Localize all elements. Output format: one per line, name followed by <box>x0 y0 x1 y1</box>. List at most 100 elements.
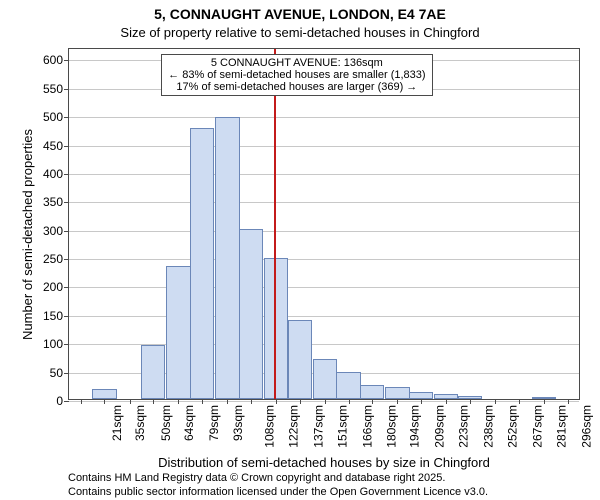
histogram-bar <box>141 345 165 399</box>
y-tick-label: 0 <box>56 394 63 408</box>
x-tick-mark <box>227 399 228 404</box>
gridline <box>69 146 579 147</box>
y-tick-label: 200 <box>43 280 63 294</box>
y-tick-mark <box>64 89 69 90</box>
x-tick-mark <box>421 399 422 404</box>
y-tick-label: 400 <box>43 167 63 181</box>
x-tick-mark <box>544 399 545 404</box>
y-tick-mark <box>64 117 69 118</box>
y-tick-label: 150 <box>43 309 63 323</box>
gridline <box>69 287 579 288</box>
y-tick-mark <box>64 174 69 175</box>
x-tick-label: 21sqm <box>110 405 124 441</box>
x-tick-label: 137sqm <box>312 405 326 448</box>
x-tick-label: 209sqm <box>433 405 447 448</box>
histogram-bar <box>92 389 116 399</box>
histogram-bar <box>166 266 190 399</box>
x-tick-label: 64sqm <box>182 405 196 441</box>
histogram-bar <box>215 117 239 399</box>
y-tick-mark <box>64 344 69 345</box>
histogram-bar <box>336 372 360 399</box>
gridline <box>69 259 579 260</box>
histogram-bar <box>409 392 433 399</box>
x-tick-label: 296sqm <box>580 405 594 448</box>
x-tick-label: 93sqm <box>231 405 245 441</box>
y-tick-mark <box>64 202 69 203</box>
histogram-bar <box>360 385 384 399</box>
page-subtitle: Size of property relative to semi-detach… <box>0 25 600 40</box>
histogram-bar <box>190 128 214 399</box>
x-tick-mark <box>372 399 373 404</box>
y-tick-mark <box>64 373 69 374</box>
x-tick-label: 281sqm <box>554 405 568 448</box>
page-title: 5, CONNAUGHT AVENUE, LONDON, E4 7AE <box>0 6 600 22</box>
x-tick-mark <box>349 399 350 404</box>
y-tick-mark <box>64 60 69 61</box>
footer-line2: Contains public sector information licen… <box>68 486 488 498</box>
x-tick-mark <box>397 399 398 404</box>
y-tick-label: 100 <box>43 337 63 351</box>
x-axis-label: Distribution of semi-detached houses by … <box>68 455 580 470</box>
gridline <box>69 231 579 232</box>
x-tick-mark <box>130 399 131 404</box>
x-tick-label: 194sqm <box>408 405 422 448</box>
histogram-bar <box>385 387 409 399</box>
x-tick-mark <box>104 399 105 404</box>
annotation-line3: 17% of semi-detached houses are larger (… <box>168 81 425 93</box>
x-tick-label: 151sqm <box>335 405 349 448</box>
x-tick-label: 122sqm <box>287 405 301 448</box>
x-tick-mark <box>153 399 154 404</box>
y-tick-mark <box>64 401 69 402</box>
y-tick-label: 550 <box>43 82 63 96</box>
x-tick-label: 50sqm <box>159 405 173 441</box>
x-tick-label: 223sqm <box>457 405 471 448</box>
gridline <box>69 117 579 118</box>
y-tick-label: 300 <box>43 224 63 238</box>
gridline <box>69 316 579 317</box>
histogram-bar <box>239 229 263 399</box>
y-tick-mark <box>64 146 69 147</box>
y-tick-mark <box>64 316 69 317</box>
x-tick-mark <box>81 399 82 404</box>
y-tick-label: 350 <box>43 195 63 209</box>
x-tick-label: 35sqm <box>133 405 147 441</box>
gridline <box>69 401 579 402</box>
histogram-bar <box>313 359 337 399</box>
x-tick-mark <box>446 399 447 404</box>
x-tick-label: 166sqm <box>361 405 375 448</box>
x-tick-label: 180sqm <box>384 405 398 448</box>
histogram-bar <box>288 320 312 399</box>
x-tick-label: 108sqm <box>263 405 277 448</box>
y-tick-label: 500 <box>43 110 63 124</box>
gridline <box>69 202 579 203</box>
annotation-line1: 5 CONNAUGHT AVENUE: 136sqm <box>168 57 425 69</box>
gridline <box>69 174 579 175</box>
x-tick-label: 252sqm <box>506 405 520 448</box>
x-tick-mark <box>519 399 520 404</box>
y-tick-label: 450 <box>43 139 63 153</box>
x-tick-mark <box>202 399 203 404</box>
x-tick-label: 238sqm <box>482 405 496 448</box>
y-tick-mark <box>64 259 69 260</box>
annotation-box: 5 CONNAUGHT AVENUE: 136sqm ← 83% of semi… <box>161 54 432 96</box>
x-tick-mark <box>178 399 179 404</box>
x-tick-mark <box>276 399 277 404</box>
footer-line1: Contains HM Land Registry data © Crown c… <box>68 472 445 484</box>
annotation-line2: ← 83% of semi-detached houses are smalle… <box>168 69 425 81</box>
x-tick-mark <box>470 399 471 404</box>
y-tick-label: 600 <box>43 53 63 67</box>
y-tick-label: 250 <box>43 252 63 266</box>
reference-vline <box>274 49 276 399</box>
x-tick-mark <box>300 399 301 404</box>
x-tick-label: 79sqm <box>208 405 222 441</box>
x-tick-label: 267sqm <box>531 405 545 448</box>
x-tick-mark <box>495 399 496 404</box>
y-tick-mark <box>64 231 69 232</box>
x-tick-mark <box>325 399 326 404</box>
y-tick-mark <box>64 287 69 288</box>
x-tick-mark <box>251 399 252 404</box>
y-axis-label: Number of semi-detached properties <box>20 129 35 340</box>
y-tick-label: 50 <box>50 366 63 380</box>
x-tick-mark <box>568 399 569 404</box>
chart-plot-area: 050100150200250300350400450500550600 21s… <box>68 48 580 400</box>
